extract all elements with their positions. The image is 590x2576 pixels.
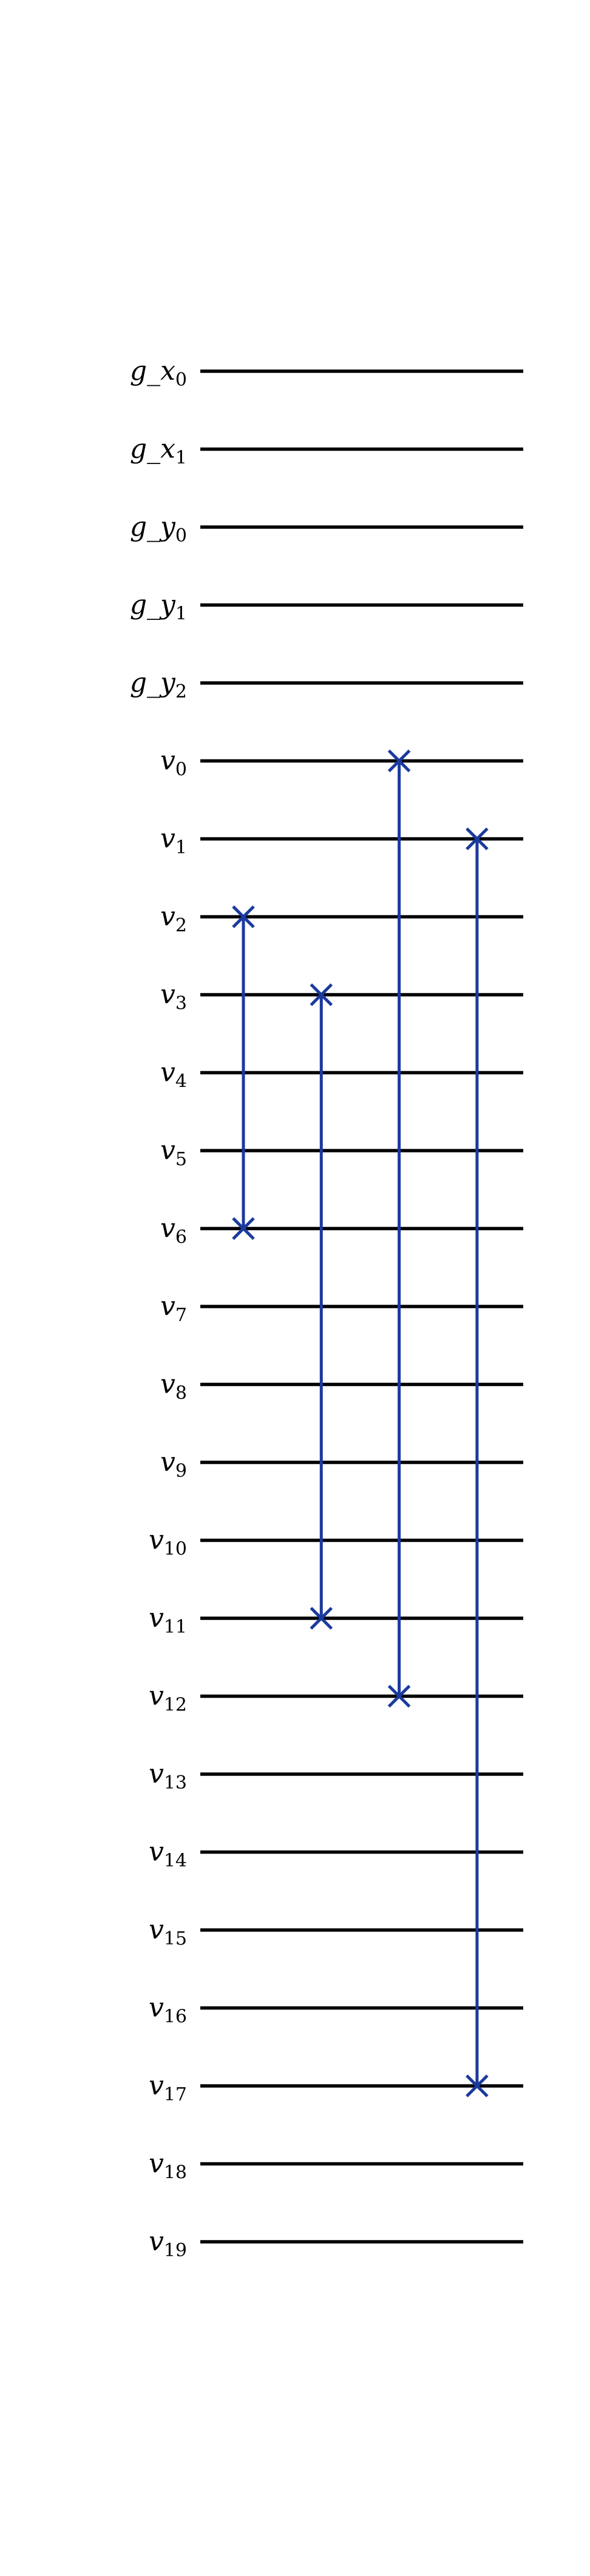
qubit-label: v0 [160,745,187,781]
qubit-label-index: 4 [175,1071,187,1092]
swap-x-marker [466,827,489,850]
qubit-label-name: v [160,823,175,854]
qubit-label: g_y2 [130,667,187,702]
qubit-label-name: v [160,1057,175,1088]
qubit-label-index: 3 [175,993,187,1014]
qubit-label-index: 18 [164,2162,187,2184]
qubit-label-index: 0 [175,525,187,546]
qubit-label: g_y0 [130,511,187,546]
swap-gates [232,749,489,2097]
swap-gate [387,749,411,1708]
qubit-label-index: 7 [175,1305,187,1326]
qubit-label-name: v [149,1681,164,1712]
qubit-label-name: g_y [130,511,176,542]
swap-x-marker [310,983,333,1006]
qubit-label-index: 0 [175,759,187,781]
qubit-label-name: g_y [130,667,176,698]
qubit-label-index: 6 [175,1227,187,1248]
qubit-label-index: 0 [175,369,187,391]
qubit-label: v2 [160,901,187,937]
qubit-label-name: v [149,2148,164,2179]
swap-gate [232,905,255,1240]
qubit-label: v13 [149,1758,187,1794]
qubit-label: v7 [160,1291,187,1326]
swap-x-marker [232,905,255,929]
swap-x-marker [232,1217,255,1240]
qubit-label-name: v [149,1602,164,1633]
qubit-label: g_y1 [130,590,187,625]
qubit-label-index: 13 [164,1772,187,1794]
qubit-label-name: v [160,901,175,932]
qubit-label-name: v [149,1525,164,1556]
qubit-label: v11 [149,1602,187,1638]
qubit-label: v18 [149,2148,187,2184]
qubit-label-name: g_x [130,355,175,386]
qubit-label-name: v [160,1369,175,1400]
qubit-label: v12 [149,1681,187,1716]
qubit-label-name: v [160,1447,175,1478]
qubit-label-index: 8 [175,1383,187,1404]
qubit-label: v1 [160,823,187,858]
qubit-label: v19 [149,2226,187,2261]
qubit-label-name: v [149,1837,164,1868]
swap-x-marker [387,749,411,773]
qubit-label-index: 10 [164,1539,187,1560]
qubit-label-index: 17 [164,2084,187,2105]
qubit-label-index: 1 [175,604,187,625]
qubit-label-index: 16 [164,2006,187,2028]
qubit-label-name: v [149,1758,164,1789]
qubit-label-name: v [160,1213,175,1244]
swap-x-marker [387,1684,411,1708]
qubit-label-index: 2 [175,681,187,702]
qubit-label: g_x1 [130,434,187,469]
qubit-label-index: 5 [175,1149,187,1170]
qubit-label: v14 [149,1837,187,1872]
qubit-label-index: 14 [164,1851,187,1872]
qubit-label: g_x0 [130,355,187,391]
qubit-labels: g_x0g_x1g_y0g_y1g_y2v0v1v2v3v4v5v6v7v8v9… [130,355,187,2261]
swap-gate [310,983,333,1630]
qubit-label: v10 [149,1525,187,1560]
qubit-label-name: g_y [130,590,176,620]
qubit-label-name: g_x [130,434,175,465]
qubit-label-index: 1 [175,837,187,858]
qubit-label-index: 1 [175,448,187,469]
qubit-label: v17 [149,2070,187,2105]
qubit-label-name: v [149,1993,164,2023]
qubit-label-name: v [149,2070,164,2101]
qubit-label-index: 11 [164,1616,187,1638]
swap-gate [466,827,489,2097]
qubit-label-name: v [160,979,175,1010]
qubit-label-index: 15 [164,1928,187,1949]
swap-x-marker [310,1607,333,1630]
qubit-label-index: 2 [175,915,187,937]
qubit-label-index: 12 [164,1695,187,1716]
qubit-label: v15 [149,1914,187,1949]
qubit-label-name: v [160,1291,175,1322]
qubit-label: v5 [160,1135,187,1170]
qubit-label-index: 19 [164,2240,187,2261]
qubit-label-name: v [160,1135,175,1166]
qubit-label-index: 9 [175,1461,187,1482]
qubit-label: v3 [160,979,187,1014]
qubit-label: v4 [160,1057,187,1092]
qubit-wires [200,369,523,2244]
qubit-label: v16 [149,1993,187,2028]
qubit-label: v9 [160,1447,187,1482]
qubit-label-name: v [160,745,175,776]
qubit-label-name: v [149,1914,164,1945]
swap-x-marker [466,2074,489,2097]
qubit-label: v8 [160,1369,187,1404]
qubit-label-name: v [149,2226,164,2257]
qubit-label: v6 [160,1213,187,1248]
